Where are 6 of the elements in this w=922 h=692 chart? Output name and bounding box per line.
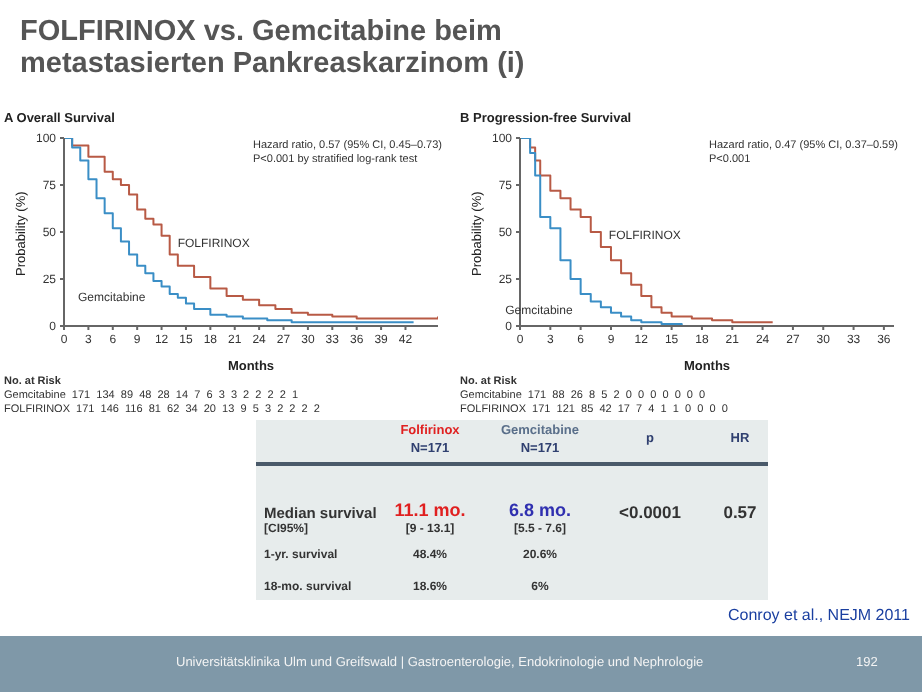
text: <0.0001	[617, 502, 683, 522]
text: Conroy et al., NEJM 2011	[727, 606, 910, 624]
text: 6.8 mo.	[506, 500, 573, 520]
text: 0.57	[721, 502, 759, 522]
text: FOLFIRINOX vs. Gemcitabine beim metastasierten Pankreaskarzinom (i)	[20, 16, 527, 80]
text: 11.1 mo.	[392, 500, 468, 520]
